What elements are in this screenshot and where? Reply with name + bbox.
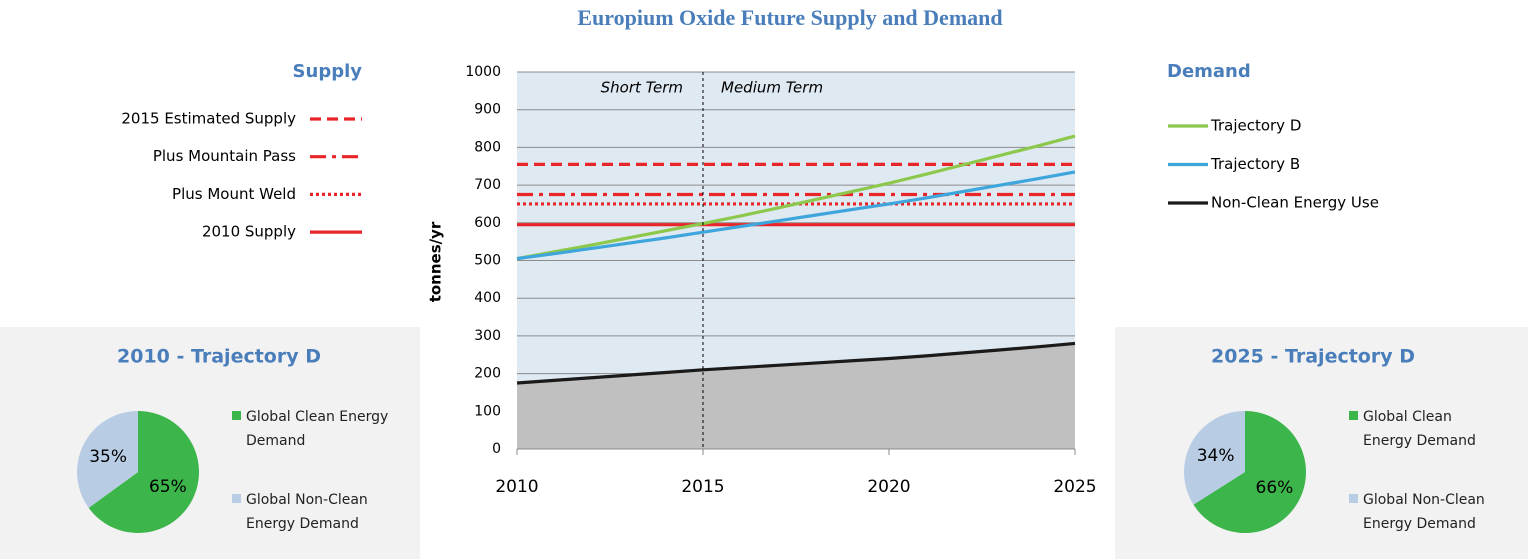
x-tick-label: 2015 <box>681 477 724 497</box>
y-tick-label: 900 <box>474 102 501 118</box>
y-tick-label: 800 <box>474 139 501 155</box>
y-tick-label: 200 <box>474 366 501 382</box>
pie-panel <box>1115 327 1528 559</box>
y-tick-label: 500 <box>474 253 501 269</box>
pie-label: 65% <box>149 477 187 497</box>
legend-swatch <box>1349 411 1358 420</box>
legend-label: Global Non-Clean Energy Demand <box>246 492 368 532</box>
x-tick-label: 2010 <box>495 477 538 497</box>
area <box>517 343 1075 449</box>
y-tick-label: 600 <box>474 215 501 231</box>
pie-panel <box>0 327 420 559</box>
pie-title: 2010 - Trajectory D <box>117 346 321 368</box>
series-line <box>516 341 1076 385</box>
chart-title: Europium Oxide Future Supply and Demand <box>577 5 1002 30</box>
legend-label: Plus Mount Weld <box>172 185 296 203</box>
y-tick-label: 300 <box>474 328 501 344</box>
legend-swatch <box>232 411 241 420</box>
annotation: Medium Term <box>721 79 823 97</box>
legend-title: Demand <box>1167 61 1251 82</box>
pie-label: 66% <box>1256 478 1294 498</box>
legend-label: Plus Mountain Pass <box>153 147 296 165</box>
pie-title: 2025 - Trajectory D <box>1211 346 1415 368</box>
y-tick-label: 1000 <box>465 64 501 80</box>
x-tick-label: 2025 <box>1053 477 1096 497</box>
legend-label: Global Clean Energy Demand <box>1363 409 1476 449</box>
legend-label: Non-Clean Energy Use <box>1211 194 1379 212</box>
series-line <box>516 134 1076 261</box>
legend-title: Supply <box>293 61 363 82</box>
legend-label: Global Clean Energy Demand <box>246 409 389 449</box>
pie-label: 34% <box>1197 446 1235 466</box>
pie-label: 35% <box>89 447 127 467</box>
y-tick-label: 100 <box>474 403 501 419</box>
annotation: Short Term <box>601 79 683 97</box>
series-line <box>516 170 1076 261</box>
legend-label: 2010 Supply <box>202 223 296 241</box>
y-axis-label: tonnes/yr <box>427 221 445 302</box>
legend-label: 2015 Estimated Supply <box>121 110 296 128</box>
pie-slice <box>1184 411 1245 505</box>
legend-label: Trajectory B <box>1210 155 1300 173</box>
pie-slice <box>88 411 200 533</box>
legend-swatch <box>232 494 241 503</box>
legend-label: Global Non-Clean Energy Demand <box>1363 492 1485 532</box>
pie-slice <box>1193 411 1306 534</box>
y-tick-label: 0 <box>492 441 501 457</box>
x-tick-label: 2020 <box>867 477 910 497</box>
y-tick-label: 700 <box>474 177 501 193</box>
pie-slice <box>77 411 138 508</box>
y-tick-label: 400 <box>474 290 501 306</box>
legend-label: Trajectory D <box>1210 117 1301 135</box>
legend-swatch <box>1349 494 1358 503</box>
